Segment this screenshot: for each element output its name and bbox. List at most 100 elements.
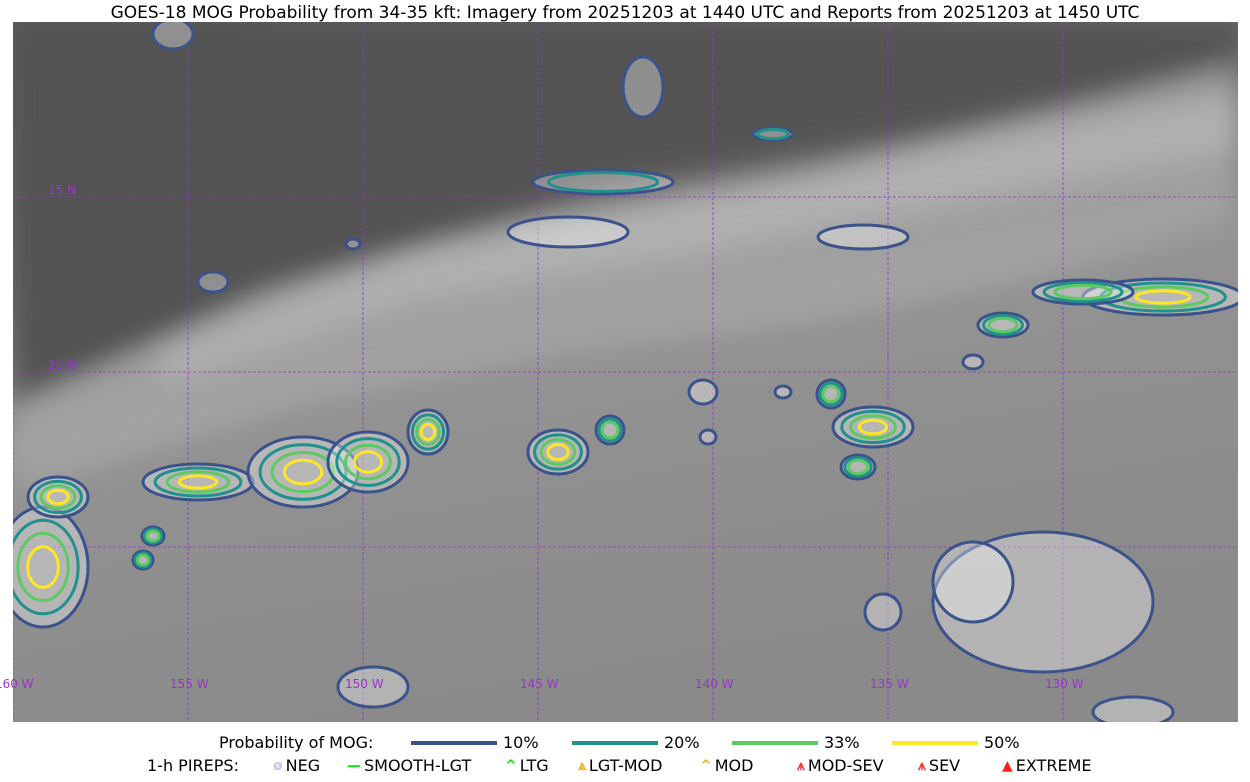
mog-contours — [13, 22, 1238, 722]
longitude-label: 150 W — [345, 677, 384, 691]
mog-contour-10pct — [1081, 277, 1238, 317]
mog-contour-20pct — [546, 171, 660, 193]
pirep-label: EXTREME — [1015, 756, 1092, 775]
probability-legend-item: 50% — [892, 733, 1020, 752]
mog-contour-50pct — [1134, 289, 1192, 305]
mog-contour-33pct — [165, 470, 231, 494]
mog-contour-10pct — [831, 405, 915, 449]
latitude-label: 15 N — [48, 183, 77, 197]
mog-contour-10pct — [26, 475, 90, 519]
pirep-legend-item: ⩚ SEV — [918, 756, 960, 775]
mog-contour-10pct — [344, 237, 362, 251]
mog-contour-33pct — [145, 529, 161, 543]
mog-contour-10pct — [151, 22, 195, 51]
pirep-label: NEG — [285, 756, 321, 775]
probability-label: 10% — [503, 733, 539, 752]
mog-contour-10pct — [326, 430, 410, 494]
longitude-label: 155 W — [170, 677, 209, 691]
mog-contour-33pct — [846, 458, 870, 476]
pirep-legend-item: ø NEG — [273, 756, 320, 775]
latitude-label: 10 N — [48, 358, 77, 372]
mog-contour-20pct — [597, 417, 623, 443]
mog-contour-10pct — [961, 353, 985, 371]
pirep-legend-item: ^ LTG — [505, 756, 549, 775]
mog-contour-50pct — [857, 418, 889, 436]
satellite-map[interactable] — [13, 22, 1238, 722]
mog-contour-20pct — [133, 551, 153, 569]
cirrus-streak — [163, 92, 1238, 382]
mog-contour-10pct — [687, 378, 719, 406]
mog-contour-20pct — [335, 437, 401, 487]
ltg-icon: ^ — [505, 757, 517, 774]
lgt-mod-icon: ⩓ — [578, 757, 586, 774]
mog-contour-10pct — [506, 215, 630, 249]
mog-contour-33pct — [270, 450, 336, 494]
probability-label: 33% — [824, 733, 860, 752]
smooth-lgt-icon: — — [347, 757, 361, 774]
mog-contour-10pct — [336, 665, 410, 709]
mog-contour-20pct — [843, 456, 873, 478]
mog-contour-10pct — [621, 55, 665, 119]
mod-sev-icon: ⩚ — [797, 757, 805, 774]
longitude-label: 140 W — [695, 677, 734, 691]
pirep-label: SEV — [928, 756, 961, 775]
mog-contour-10pct — [863, 592, 903, 632]
probability-legend-item: 33% — [732, 733, 860, 752]
pirep-legend-item: — SMOOTH-LGT — [347, 756, 471, 775]
mog-contour-33pct — [1053, 283, 1113, 301]
graticule — [13, 22, 1238, 722]
pirep-label: LTG — [519, 756, 549, 775]
mog-contour-20pct — [982, 314, 1024, 336]
mog-contour-33pct — [987, 316, 1019, 334]
probability-swatch — [572, 740, 658, 745]
probability-swatch — [411, 740, 497, 745]
mog-contour-33pct — [849, 414, 897, 440]
mog-contour-10pct — [526, 428, 590, 476]
mog-contour-50pct — [352, 450, 384, 474]
extreme-icon: ▲ — [1002, 757, 1013, 774]
mog-contour-10pct — [196, 270, 230, 294]
mog-contour-10pct — [698, 428, 718, 446]
mog-contour-10pct — [816, 223, 910, 251]
probability-swatch — [732, 740, 818, 745]
mog-contour-50pct — [282, 458, 324, 486]
pirep-legend-item: ▲ EXTREME — [1002, 756, 1091, 775]
sev-icon: ⩚ — [918, 757, 926, 774]
pirep-label: LGT-MOD — [588, 756, 663, 775]
longitude-label: 160 W — [0, 677, 34, 691]
mog-contour-20pct — [755, 127, 791, 141]
mog-contour-20pct — [840, 409, 906, 445]
mog-contour-33pct — [539, 438, 577, 466]
neg-icon: ø — [273, 757, 283, 774]
mog-contour-10pct — [141, 462, 255, 502]
mog-contour-20pct — [1042, 281, 1124, 303]
pirep-label: MOD-SEV — [807, 756, 884, 775]
mog-contour-20pct — [258, 443, 348, 501]
mog-contour-33pct — [600, 420, 620, 440]
probability-label: 50% — [984, 733, 1020, 752]
probability-legend-title: Probability of MOG: — [219, 733, 374, 752]
pirep-legend-item: ⩚ MOD-SEV — [797, 756, 884, 775]
mog-contour-33pct — [135, 553, 151, 567]
longitude-label: 145 W — [520, 677, 559, 691]
mog-contour-10pct — [406, 408, 450, 456]
longitude-label: 135 W — [870, 677, 909, 691]
mod-icon: ^ — [700, 757, 712, 774]
mog-contour-20pct — [533, 433, 583, 471]
mog-contour-33pct — [415, 418, 441, 446]
pirep-legend-item: ⩓ LGT-MOD — [578, 756, 662, 775]
mog-contour-33pct — [344, 443, 392, 481]
mog-contour-50pct — [177, 474, 219, 490]
mog-contour-10pct — [1091, 695, 1175, 722]
mog-contour-33pct — [821, 384, 841, 404]
probability-legend-item: 20% — [572, 733, 700, 752]
mog-contour-10pct — [773, 384, 793, 400]
mog-contour-20pct — [153, 466, 243, 498]
probability-label: 20% — [664, 733, 700, 752]
mog-contour-50pct — [46, 488, 70, 506]
mog-contour-33pct — [16, 531, 70, 603]
map-title: GOES-18 MOG Probability from 34-35 kft: … — [110, 3, 1140, 23]
pirep-label: MOD — [714, 756, 754, 775]
probability-legend-item: 10% — [411, 733, 539, 752]
mog-contour-33pct — [39, 484, 77, 510]
